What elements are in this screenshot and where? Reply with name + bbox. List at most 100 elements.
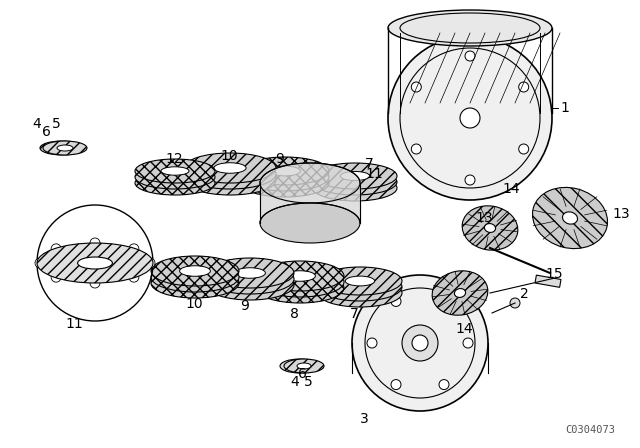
Ellipse shape (346, 282, 374, 292)
Ellipse shape (256, 273, 344, 303)
Circle shape (129, 244, 139, 254)
Ellipse shape (285, 283, 316, 293)
Circle shape (35, 258, 45, 268)
Circle shape (412, 144, 421, 154)
Ellipse shape (269, 166, 300, 176)
Ellipse shape (241, 169, 329, 197)
Circle shape (465, 51, 475, 61)
Ellipse shape (340, 177, 370, 186)
Ellipse shape (241, 163, 329, 191)
Text: 7: 7 (350, 307, 359, 321)
Ellipse shape (260, 203, 360, 243)
Text: 4: 4 (290, 375, 299, 389)
Circle shape (391, 297, 401, 306)
Ellipse shape (454, 289, 465, 297)
Text: 13: 13 (612, 207, 630, 221)
Circle shape (391, 379, 401, 390)
Ellipse shape (313, 175, 397, 201)
Circle shape (145, 258, 155, 268)
Circle shape (518, 144, 529, 154)
Ellipse shape (40, 141, 84, 155)
Ellipse shape (151, 268, 239, 298)
Text: 6: 6 (298, 367, 307, 381)
Ellipse shape (54, 145, 70, 151)
Ellipse shape (241, 157, 329, 185)
Ellipse shape (256, 267, 344, 297)
Ellipse shape (318, 267, 402, 295)
Ellipse shape (388, 10, 552, 46)
Circle shape (510, 298, 520, 308)
Ellipse shape (280, 359, 320, 373)
Ellipse shape (184, 165, 276, 195)
Text: 10: 10 (185, 297, 203, 311)
Text: 1: 1 (560, 101, 569, 115)
Ellipse shape (313, 169, 397, 195)
Ellipse shape (346, 288, 374, 298)
Ellipse shape (532, 187, 607, 249)
Circle shape (518, 82, 529, 92)
Circle shape (439, 379, 449, 390)
Text: 6: 6 (42, 125, 51, 139)
Circle shape (51, 244, 61, 254)
Text: 5: 5 (304, 375, 313, 389)
Circle shape (412, 335, 428, 351)
Text: 9: 9 (275, 152, 284, 166)
Circle shape (402, 325, 438, 361)
Ellipse shape (285, 271, 316, 281)
Ellipse shape (135, 165, 215, 189)
Ellipse shape (161, 173, 189, 181)
Ellipse shape (432, 271, 488, 315)
Ellipse shape (214, 163, 246, 173)
Circle shape (352, 275, 488, 411)
Ellipse shape (269, 172, 300, 182)
Text: 3: 3 (360, 412, 369, 426)
Ellipse shape (57, 145, 73, 151)
Text: 11: 11 (65, 317, 83, 331)
Circle shape (388, 36, 552, 200)
Text: 5: 5 (52, 117, 61, 131)
Ellipse shape (214, 175, 246, 185)
Ellipse shape (184, 159, 276, 189)
Ellipse shape (256, 261, 344, 291)
Text: C0304073: C0304073 (565, 425, 615, 435)
Text: 14: 14 (502, 182, 520, 196)
Ellipse shape (563, 212, 577, 224)
Ellipse shape (340, 183, 370, 193)
Ellipse shape (484, 224, 495, 233)
Text: 2: 2 (520, 287, 529, 301)
Ellipse shape (43, 141, 87, 155)
Text: 13: 13 (475, 211, 493, 225)
Circle shape (465, 175, 475, 185)
Circle shape (439, 297, 449, 306)
Ellipse shape (346, 276, 374, 286)
Ellipse shape (161, 179, 189, 187)
Text: 15: 15 (545, 267, 563, 281)
Text: 9: 9 (240, 299, 249, 313)
Ellipse shape (161, 167, 189, 175)
Ellipse shape (180, 272, 211, 282)
Ellipse shape (318, 273, 402, 301)
Text: 7: 7 (365, 157, 374, 171)
Ellipse shape (269, 178, 300, 188)
Ellipse shape (235, 274, 266, 284)
Ellipse shape (293, 363, 307, 369)
Ellipse shape (151, 262, 239, 292)
Circle shape (460, 108, 480, 128)
Circle shape (129, 272, 139, 282)
Text: 11: 11 (365, 167, 383, 181)
Circle shape (51, 272, 61, 282)
Ellipse shape (285, 277, 316, 287)
Ellipse shape (135, 159, 215, 183)
Ellipse shape (206, 258, 294, 288)
Circle shape (90, 278, 100, 288)
Ellipse shape (180, 266, 211, 276)
Ellipse shape (135, 171, 215, 195)
Ellipse shape (462, 206, 518, 250)
Ellipse shape (340, 172, 370, 181)
Ellipse shape (206, 264, 294, 294)
Text: 14: 14 (455, 322, 472, 336)
Ellipse shape (235, 268, 266, 278)
Ellipse shape (284, 359, 324, 373)
Ellipse shape (184, 153, 276, 183)
Ellipse shape (206, 270, 294, 300)
